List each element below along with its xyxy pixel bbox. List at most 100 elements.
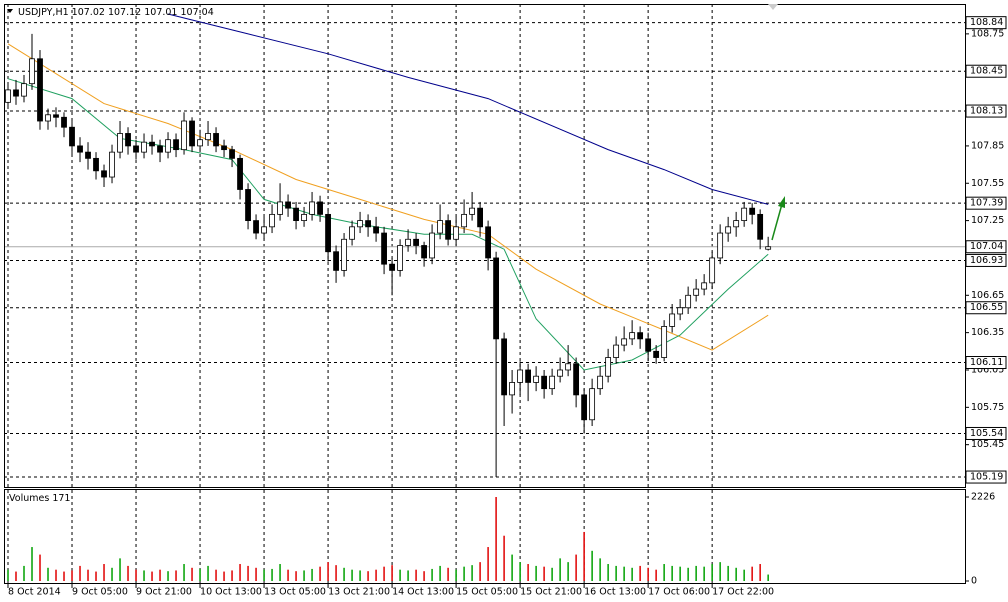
candle-body — [653, 350, 660, 358]
trend-arrow-head — [778, 196, 785, 208]
candle-body — [413, 238, 419, 246]
level-box — [965, 196, 1007, 210]
candle-body — [61, 116, 67, 128]
candle-body — [437, 220, 443, 234]
level-box — [965, 356, 1007, 370]
candle-body — [685, 294, 692, 309]
volume-tick-label: 0 — [971, 576, 977, 587]
level-label: 106.11 — [970, 357, 1003, 368]
volume-tick-label: 2226 — [971, 492, 995, 503]
candle-body — [197, 139, 203, 147]
candle-body — [317, 201, 323, 215]
candle-body — [557, 369, 564, 377]
x-tick-label: 13 Oct 21:00 — [328, 587, 390, 598]
level-box — [965, 104, 1007, 118]
level-box — [965, 301, 1007, 315]
candle-body — [469, 207, 475, 215]
candle-body — [741, 207, 748, 222]
candle-body — [669, 313, 676, 327]
candle-body — [133, 145, 139, 153]
y-tick-label: 107.85 — [971, 140, 1004, 151]
candle-body — [445, 220, 451, 240]
level-box — [965, 253, 1007, 267]
last-low: 107.01 — [144, 7, 177, 18]
candle-body — [293, 207, 299, 222]
candle-body — [693, 288, 700, 296]
candle-body — [477, 207, 483, 228]
level-box — [965, 240, 1007, 254]
candle-body — [381, 232, 387, 265]
symbol: USDJPY,H1 — [18, 7, 69, 18]
x-tick-label: 16 Oct 13:00 — [584, 587, 646, 598]
x-tick-label: 10 Oct 13:00 — [200, 587, 262, 598]
candle-body — [157, 145, 163, 153]
candle-body — [245, 189, 251, 222]
candle-body — [629, 332, 636, 340]
candle-body — [301, 213, 307, 222]
level-label: 106.55 — [970, 302, 1003, 313]
candle-body — [613, 344, 620, 358]
candle-body — [237, 157, 243, 190]
candle-body — [325, 213, 331, 253]
candle-body — [549, 375, 556, 390]
y-tick-label: 108.75 — [971, 28, 1004, 39]
moving-average — [167, 13, 769, 205]
last-open: 107.02 — [72, 7, 105, 18]
candle-body — [181, 120, 187, 151]
candle-body — [589, 388, 596, 421]
candle-body — [173, 139, 179, 151]
candle-body — [77, 145, 83, 153]
level-label: 107.39 — [970, 198, 1003, 209]
candle-body — [261, 226, 267, 234]
plot — [4, 4, 965, 583]
shift-marker — [768, 4, 778, 10]
candle-body — [565, 363, 572, 371]
candle-body — [5, 89, 11, 103]
candle-body — [117, 133, 123, 153]
last-high: 107.12 — [108, 7, 141, 18]
x-tick-label: 15 Oct 05:00 — [456, 587, 518, 598]
candle-body — [365, 220, 371, 228]
candle-body — [341, 238, 347, 271]
volume-title: Volumes 171 — [9, 493, 70, 504]
candle-body — [709, 257, 716, 284]
candle-body — [45, 114, 51, 122]
candle-body — [109, 151, 115, 178]
y-tick-label: 106.35 — [971, 327, 1004, 338]
candle-body — [37, 58, 43, 122]
candle-body — [517, 369, 524, 383]
candle-body — [69, 126, 75, 147]
candle-body — [221, 145, 227, 151]
candle-body — [541, 375, 548, 390]
candle-body — [205, 133, 211, 141]
candle-body — [725, 226, 732, 234]
candle-body — [717, 232, 724, 259]
y-tick-label: 105.45 — [971, 439, 1004, 450]
candle-body — [149, 141, 155, 147]
candle-body — [453, 226, 459, 240]
candle-body — [605, 357, 612, 377]
y-tick-label: 107.55 — [971, 178, 1004, 189]
candle-body — [349, 226, 355, 240]
candle-body — [733, 220, 740, 228]
candle-body — [21, 83, 27, 97]
candle-body — [85, 151, 91, 159]
level-box — [965, 426, 1007, 440]
candle-body — [637, 332, 644, 340]
candle-body — [485, 226, 492, 259]
candle-body — [525, 369, 532, 383]
candle-body — [389, 263, 395, 271]
candle-body — [509, 382, 516, 396]
candle-body — [277, 201, 283, 215]
candle-body — [501, 338, 508, 396]
x-tick-label: 15 Oct 21:00 — [520, 587, 582, 598]
last-close: 107.04 — [181, 7, 214, 18]
level-label: 105.54 — [970, 428, 1003, 439]
x-tick-label: 9 Oct 05:00 — [72, 587, 128, 598]
candle-body — [749, 207, 756, 215]
y-tick-label: 107.25 — [971, 215, 1004, 226]
candle-body — [757, 213, 764, 240]
menu-triangle — [7, 9, 13, 13]
level-box — [965, 64, 1007, 78]
